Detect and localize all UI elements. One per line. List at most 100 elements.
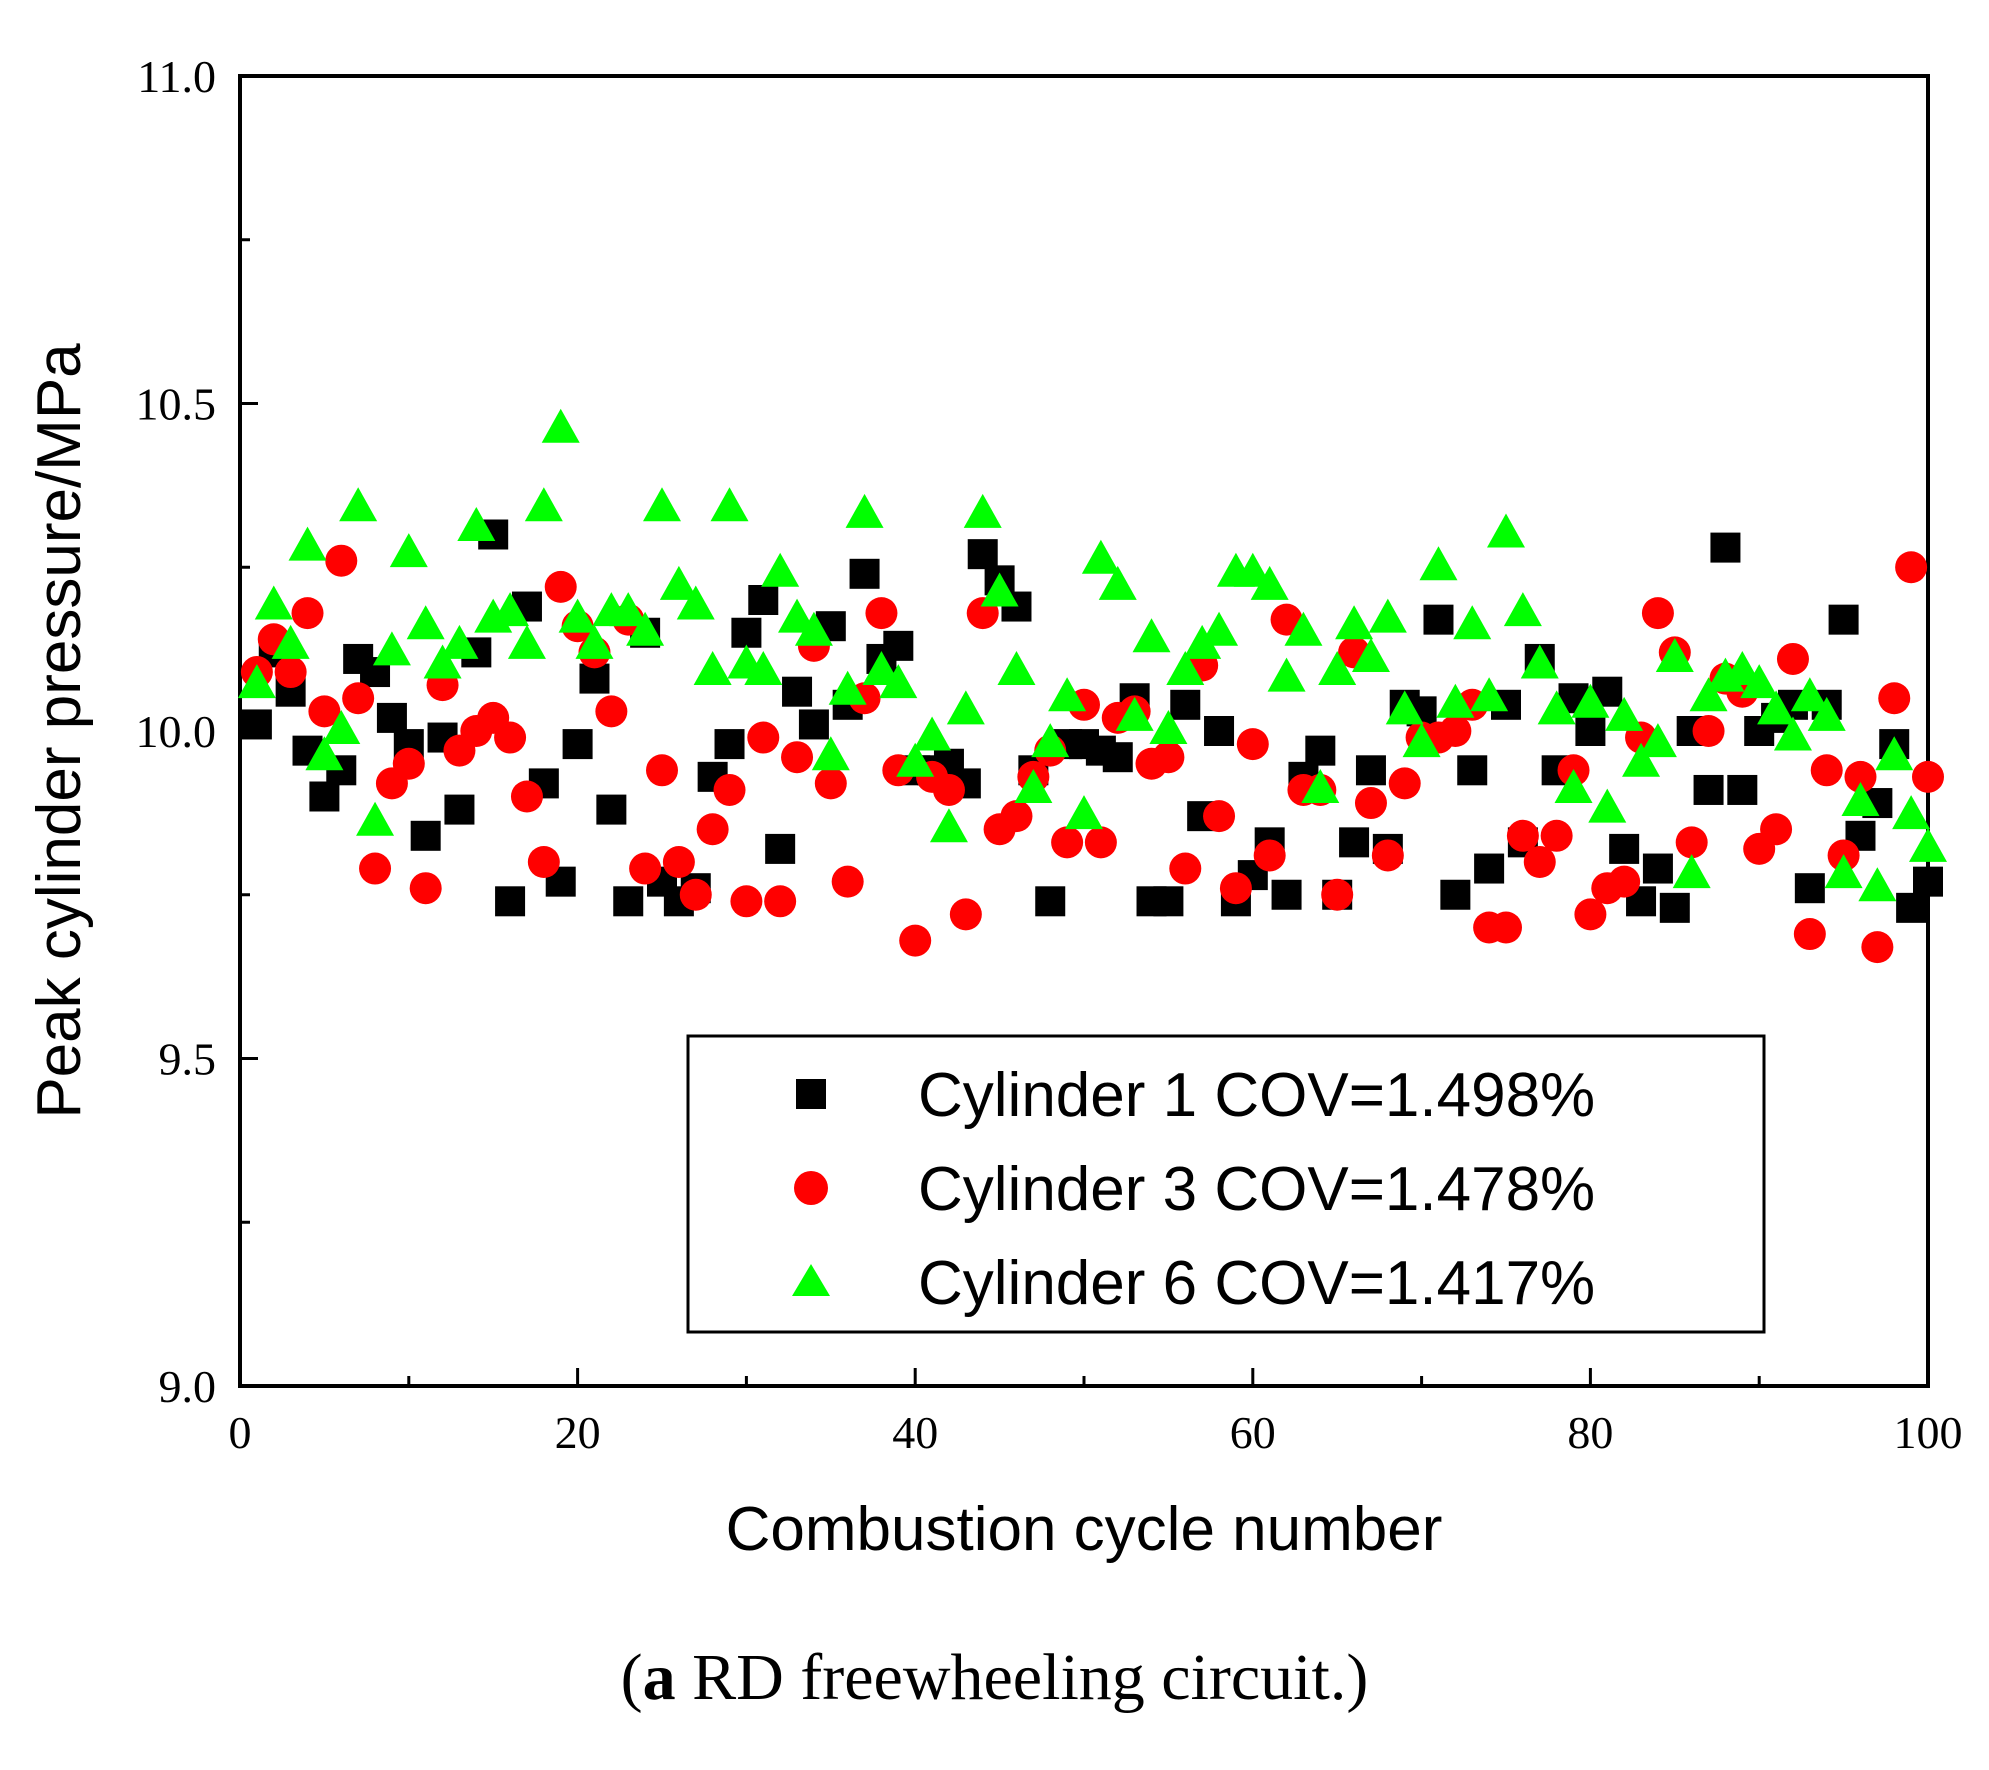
data-point-square: [1642, 853, 1673, 884]
data-point-triangle: [1200, 611, 1239, 646]
legend-marker-cylinder-1: [796, 1079, 826, 1109]
data-point-circle: [679, 878, 712, 911]
data-point-triangle: [1790, 677, 1829, 712]
data-point-circle: [764, 885, 797, 918]
data-point-triangle: [1537, 690, 1576, 725]
x-tick-label: 100: [1894, 1407, 1963, 1458]
legend-label-cylinder-3: Cylinder 3 COV=1.478%: [918, 1155, 1595, 1224]
data-point-circle: [696, 813, 729, 846]
data-point-square: [1659, 892, 1690, 923]
data-point-circle: [1675, 826, 1708, 859]
data-point-circle: [1574, 898, 1607, 931]
data-point-triangle: [423, 644, 462, 679]
data-point-circle: [1219, 872, 1252, 905]
data-point-circle: [932, 773, 965, 806]
data-point-triangle: [457, 506, 496, 541]
data-point-circle: [865, 597, 898, 630]
data-point-circle: [1912, 760, 1944, 793]
data-point-triangle: [1368, 598, 1407, 633]
x-tick-label: 0: [229, 1407, 252, 1458]
figure-caption: (a RD freewheeling circuit.): [620, 1641, 1369, 1714]
legend-marker-cylinder-3: [794, 1171, 828, 1205]
data-point-triangle: [1048, 677, 1087, 712]
data-point-triangle: [1115, 696, 1154, 731]
data-point-triangle: [778, 598, 817, 633]
scatter-chart: 0 20 40 60 80 100 9.0 9.5 10.0 10.5 11.0 Combusti…: [25, 51, 1963, 1564]
data-point-triangle: [1065, 795, 1103, 830]
data-point-square: [849, 558, 880, 589]
data-point-circle: [494, 721, 527, 754]
data-point-triangle: [1335, 605, 1374, 640]
data-point-circle: [1051, 826, 1084, 859]
x-tick-label: 40: [892, 1407, 938, 1458]
data-point-triangle: [440, 624, 479, 659]
data-point-square: [1339, 827, 1370, 858]
data-point-circle: [359, 852, 392, 885]
data-point-triangle: [626, 611, 665, 646]
data-point-triangle: [1351, 637, 1390, 672]
data-point-triangle: [1503, 592, 1542, 627]
data-point-triangle: [322, 710, 361, 744]
y-tick-label: 11.0: [137, 51, 216, 102]
data-point-triangle: [1757, 690, 1796, 725]
data-point-triangle: [271, 624, 310, 659]
data-point-circle: [1776, 642, 1809, 675]
data-point-triangle: [1723, 651, 1762, 686]
data-point-square: [309, 781, 340, 812]
y-axis-title: Peak cylinder pressure/MPa: [25, 343, 94, 1119]
data-point-triangle: [491, 592, 530, 627]
data-point-triangle: [744, 651, 783, 686]
data-point-circle: [713, 773, 746, 806]
data-point-square: [1457, 755, 1488, 786]
data-point-circle: [1793, 918, 1826, 951]
data-point-triangle: [693, 651, 732, 686]
data-point-circle: [1371, 839, 1404, 872]
data-point-square: [731, 617, 762, 648]
data-point-circle: [949, 898, 982, 931]
legend: Cylinder 1 COV=1.498% Cylinder 3 COV=1.4…: [686, 1034, 1766, 1334]
legend-frame: [686, 1034, 1766, 1334]
data-point-triangle: [1655, 637, 1694, 672]
data-point-triangle: [609, 592, 648, 627]
data-point-square: [562, 729, 593, 760]
data-point-triangle: [1740, 664, 1779, 699]
data-point-triangle: [1875, 736, 1914, 771]
y-tick-label: 10.0: [136, 706, 217, 757]
data-point-square: [798, 709, 829, 740]
y-tick-label: 9.5: [159, 1034, 217, 1085]
data-point-triangle: [1520, 644, 1559, 679]
data-point-triangle: [541, 408, 580, 443]
data-point-square: [376, 702, 407, 733]
data-point-circle: [595, 695, 628, 728]
data-point-circle: [662, 846, 695, 878]
data-point-triangle: [929, 808, 968, 843]
data-point-triangle: [288, 526, 327, 561]
data-point-square: [495, 886, 526, 917]
data-point-circle: [646, 754, 678, 787]
data-point-triangle: [1301, 768, 1340, 803]
data-point-circle: [1000, 800, 1033, 833]
data-point-triangle: [1638, 723, 1677, 758]
data-point-triangle: [1250, 565, 1289, 600]
data-point-triangle: [558, 598, 597, 633]
data-point-triangle: [389, 533, 428, 568]
data-point-circle: [814, 767, 847, 800]
data-point-square: [241, 709, 272, 740]
data-point-square: [1609, 833, 1640, 864]
data-point-triangle: [1622, 742, 1661, 777]
data-point-square: [1170, 689, 1201, 720]
x-tick-labels: 0 20 40 60 80 100: [229, 1407, 1963, 1458]
data-point-triangle: [980, 572, 1019, 607]
y-tick-label: 9.0: [159, 1361, 217, 1412]
data-point-triangle: [1470, 677, 1509, 712]
data-point-triangle: [575, 624, 614, 659]
legend-marker-cylinder-6: [792, 1264, 830, 1296]
data-point-triangle: [946, 690, 985, 725]
data-point-triangle: [811, 736, 850, 771]
data-point-circle: [1844, 760, 1877, 793]
data-point-circle: [1354, 787, 1387, 820]
data-point-circle: [1321, 878, 1354, 911]
data-point-square: [596, 794, 627, 825]
data-point-triangle: [1081, 539, 1120, 574]
data-point-circle: [1203, 800, 1236, 833]
